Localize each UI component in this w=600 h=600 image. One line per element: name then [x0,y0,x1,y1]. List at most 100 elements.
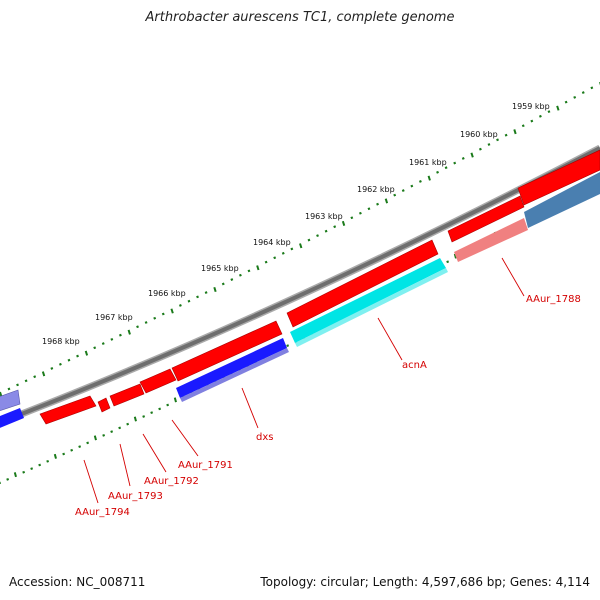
inner-tick [173,397,177,403]
gene-steel-arrow [524,172,600,228]
outer-tick [204,291,208,294]
outer-tick [264,260,268,264]
gene-label: AAur_1794 [75,507,130,518]
outer-tick [118,333,122,337]
inner-tick [126,422,130,426]
gene-label: dxs [256,432,273,443]
genome-summary-text: Topology: circular; Length: 4,597,686 bp… [260,575,590,589]
gene-dxs-arrow [176,338,287,398]
outer-tick [84,350,89,356]
outer-tick [144,321,148,324]
map-title: Arthrobacter aurescens TC1, complete gen… [145,10,455,25]
inner-tick [118,426,122,430]
gene-aaur-1794-arrow [39,395,97,425]
outer-tick [376,202,379,206]
outer-tick [341,220,346,227]
outer-tick [393,193,397,197]
kbp-label: 1963 kbp [305,212,343,221]
gene-acnA-shadow [295,268,448,347]
outer-tick [418,180,422,183]
accession-text: Accession: NC_008711 [9,575,146,589]
kbp-label: 1962 kbp [357,185,395,194]
gene-aaur-1788-forward-arrow [447,195,525,243]
outer-tick [256,265,260,271]
outer-tick [24,379,28,383]
outer-tick [367,207,371,211]
outer-tick [590,86,594,90]
gene-left-blue-arrow [0,408,24,428]
gene-aaur-1793-arrow [97,397,111,413]
inner-tick [22,470,26,474]
outer-tick [7,387,11,391]
outer-tick [247,269,251,273]
outer-tick [478,147,482,151]
inner-tick [78,445,82,448]
outer-tick [187,299,191,303]
kbp-label: 1967 kbp [95,313,133,322]
outer-tick [350,216,354,220]
gene-leader-line [119,443,131,487]
kbp-label: 1964 kbp [253,238,291,247]
outer-tick [136,325,139,329]
gene-leader-line [377,317,403,361]
outer-tick [170,308,174,314]
gene-labels: AAur_1788 acnA dxs AAur_1791 AAur_1792 AAur_1… [75,294,581,518]
outer-tick [153,316,157,320]
outer-tick [67,358,71,362]
outer-tick [487,143,491,146]
inner-tick [166,403,170,407]
outer-tick [521,124,525,128]
outer-tick [436,170,439,174]
inner-tick [133,416,137,422]
outer-tick [127,329,131,335]
inner-tick [62,452,66,456]
outer-tick [358,211,362,215]
outer-tick [530,119,534,123]
gene-aaur-1791-arrow [139,368,177,394]
outer-tick [307,238,311,242]
kbp-label: 1968 kbp [42,337,80,346]
outer-tick [299,243,303,249]
outer-tick [453,161,457,165]
outer-tick [504,133,508,137]
gene-leader-line [142,433,167,473]
inner-tick [6,478,10,481]
outer-tick [573,95,577,99]
gene-dxs-shadow [180,348,289,402]
gene-dxs-forward-arrow [171,320,283,382]
inner-tick [150,411,154,415]
gene-label: AAur_1792 [144,476,199,487]
inner-tick [53,453,57,459]
gene-label: AAur_1788 [526,294,581,305]
outer-tick [496,138,499,142]
outer-tick [238,273,242,277]
outer-tick [230,278,234,281]
kbp-labels: 1959 kbp 1960 kbp 1961 kbp 1962 kbp 1963 kbp… [42,102,550,346]
kbp-label: 1960 kbp [460,130,498,139]
outer-tick [101,342,105,345]
outer-tick [41,371,46,377]
gene-next-forward-arrow [517,149,600,206]
outer-tick [76,354,79,358]
gene-label: AAur_1793 [108,491,163,502]
outer-tick [410,184,414,188]
inner-tick [46,459,50,463]
kbp-label: 1965 kbp [201,264,239,273]
outer-tick [16,383,19,387]
gene-left-reverse-arrow [0,389,21,411]
inner-tick [13,472,17,478]
outer-tick [513,129,517,135]
inner-strand-features [0,172,600,428]
gene-leader-line [501,257,525,297]
inner-tick [30,467,34,470]
gene-leader-line [171,419,199,457]
outer-tick [93,346,97,350]
outer-tick [384,198,389,204]
outer-tick [324,229,328,233]
outer-tick [290,247,294,251]
outer-tick [333,225,337,229]
outer-tick [110,337,114,341]
outer-tick [213,286,217,293]
